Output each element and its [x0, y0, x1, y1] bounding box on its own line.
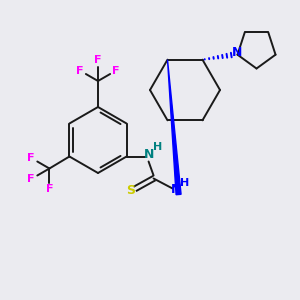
Text: F: F	[76, 65, 84, 76]
Text: N: N	[143, 148, 154, 161]
Text: F: F	[46, 184, 53, 194]
Text: F: F	[94, 55, 102, 65]
Text: F: F	[28, 153, 35, 163]
Text: N: N	[232, 46, 243, 59]
Text: S: S	[126, 184, 135, 197]
Polygon shape	[167, 60, 181, 195]
Text: H: H	[153, 142, 162, 152]
Text: N: N	[170, 183, 181, 196]
Text: F: F	[28, 174, 35, 184]
Text: H: H	[180, 178, 189, 188]
Text: F: F	[112, 65, 120, 76]
